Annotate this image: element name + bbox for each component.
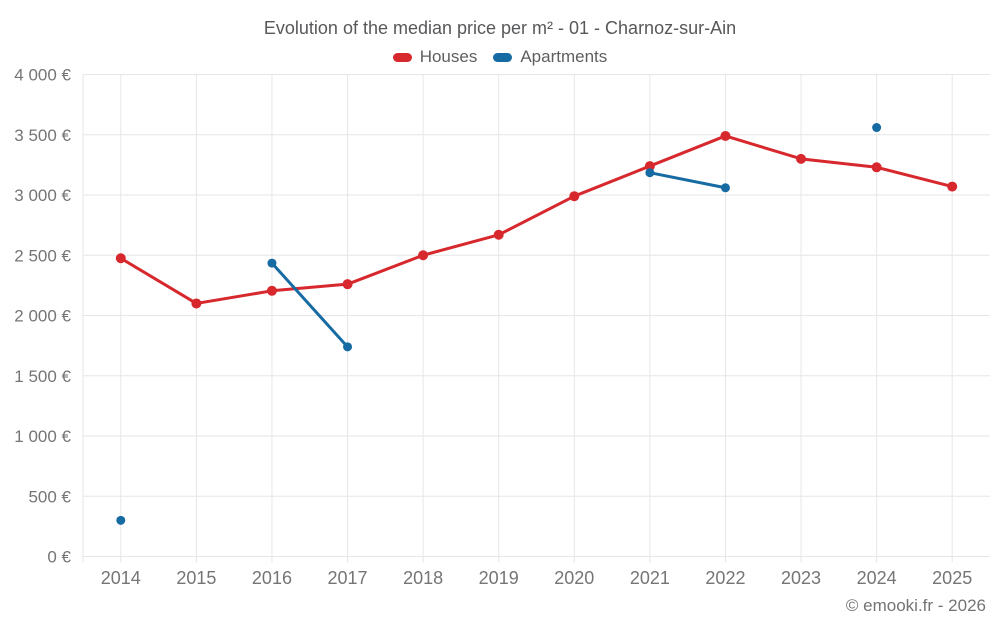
- houses-point-2018[interactable]: [418, 250, 429, 261]
- x-axis-tick-label: 2014: [101, 568, 141, 588]
- y-axis-tick-label: 0 €: [47, 548, 71, 567]
- y-axis-tick-label: 2 000 €: [14, 307, 71, 326]
- y-axis-tick-label: 3 000 €: [14, 186, 71, 205]
- houses-point-2022[interactable]: [720, 130, 731, 141]
- houses-point-2017[interactable]: [342, 279, 353, 290]
- apartments-point-2022[interactable]: [720, 183, 730, 193]
- y-axis-tick-label: 4 000 €: [14, 66, 71, 85]
- apartments-point-2021[interactable]: [645, 168, 655, 178]
- apartments-line: [270, 261, 350, 349]
- legend-item-houses[interactable]: Houses: [392, 47, 478, 67]
- x-axis-tick-label: 2024: [857, 568, 897, 588]
- apartments-point-2024[interactable]: [872, 123, 882, 133]
- y-axis-tick-label: 1 500 €: [14, 367, 71, 386]
- houses-point-2019[interactable]: [493, 229, 504, 240]
- y-axis-tick-label: 500 €: [28, 487, 71, 506]
- chart-legend: Houses Apartments: [0, 47, 1000, 67]
- chart-title: Evolution of the median price per m² - 0…: [263, 18, 737, 38]
- houses-point-2020[interactable]: [569, 191, 580, 202]
- x-axis-tick-label: 2015: [176, 568, 216, 588]
- houses-point-2015[interactable]: [191, 298, 202, 309]
- y-axis-tick-label: 2 500 €: [14, 246, 71, 265]
- y-axis-tick-label: 3 500 €: [14, 126, 71, 145]
- apartments-point-2016[interactable]: [267, 258, 277, 268]
- x-axis-tick-label: 2022: [705, 568, 745, 588]
- houses-line: [119, 134, 954, 305]
- x-axis-tick-label: 2018: [403, 568, 443, 588]
- x-axis-tick-label: 2023: [781, 568, 821, 588]
- apartments-line: [648, 171, 727, 190]
- legend-item-apartments[interactable]: Apartments: [493, 47, 607, 67]
- houses-point-2016[interactable]: [266, 285, 277, 296]
- copyright-footer: © emooki.fr - 2026: [845, 596, 986, 615]
- houses-point-2023[interactable]: [796, 153, 807, 164]
- legend-label: Houses: [419, 47, 478, 66]
- apartments-point-2014[interactable]: [116, 515, 126, 525]
- x-axis-tick-label: 2017: [328, 568, 368, 588]
- houses-legend-swatch-icon: [392, 52, 412, 62]
- x-axis-tick-label: 2025: [932, 568, 972, 588]
- legend-label: Apartments: [520, 47, 608, 66]
- x-axis-tick-label: 2021: [630, 568, 670, 588]
- x-axis-tick-label: 2016: [252, 568, 292, 588]
- x-axis-tick-label: 2019: [479, 568, 519, 588]
- houses-point-2021[interactable]: [644, 161, 655, 172]
- apartments-legend-swatch-icon: [493, 52, 513, 62]
- houses-point-2025[interactable]: [947, 181, 958, 192]
- houses-point-2024[interactable]: [871, 162, 882, 173]
- houses-point-2014[interactable]: [115, 253, 126, 264]
- apartments-point-2017[interactable]: [343, 342, 353, 352]
- x-axis-tick-label: 2020: [554, 568, 594, 588]
- y-axis-tick-label: 1 000 €: [14, 427, 71, 446]
